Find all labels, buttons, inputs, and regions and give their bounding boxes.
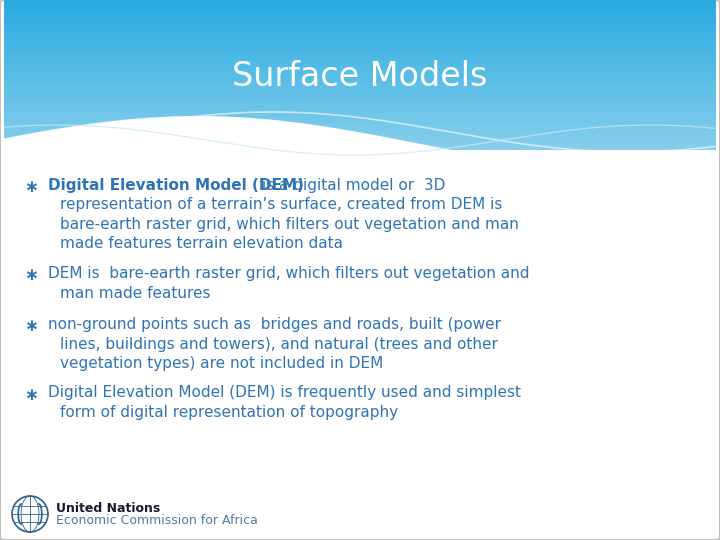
Bar [4, 55, 716, 56]
Bar [4, 143, 716, 144]
Text: Digital Elevation Model (DEM): Digital Elevation Model (DEM) [48, 178, 304, 193]
Bar [4, 11, 716, 13]
Bar [4, 122, 716, 124]
Bar [4, 135, 716, 137]
Bar [4, 139, 716, 140]
Bar [4, 112, 716, 114]
Bar [4, 32, 716, 33]
Bar [4, 43, 716, 45]
Bar [4, 0, 716, 2]
Bar [4, 2, 716, 4]
Text: man made features: man made features [60, 286, 210, 300]
Bar [4, 150, 716, 536]
Bar [4, 4, 716, 5]
Bar [4, 77, 716, 79]
Bar [4, 124, 716, 126]
Bar [4, 98, 716, 99]
Bar [4, 9, 716, 11]
Bar [4, 36, 716, 37]
Bar [4, 79, 716, 80]
Bar [4, 137, 716, 139]
Text: made features terrain elevation data: made features terrain elevation data [60, 237, 343, 252]
Bar [4, 68, 716, 69]
Bar [4, 131, 716, 133]
Bar [4, 103, 716, 105]
Text: ∗: ∗ [24, 317, 38, 335]
Bar [4, 15, 716, 17]
Text: representation of a terrain’s surface, created from DEM is: representation of a terrain’s surface, c… [60, 198, 503, 213]
Bar [4, 49, 716, 51]
Bar [4, 41, 716, 43]
Bar [4, 23, 716, 24]
Bar [4, 69, 716, 71]
Bar [4, 126, 716, 127]
Text: form of digital representation of topography: form of digital representation of topogr… [60, 405, 398, 420]
Bar [4, 66, 716, 68]
Bar [4, 52, 716, 55]
Bar [4, 24, 716, 26]
Bar [4, 80, 716, 83]
Text: non-ground points such as  bridges and roads, built (power: non-ground points such as bridges and ro… [48, 317, 501, 332]
Bar [4, 127, 716, 130]
Bar [4, 75, 716, 77]
Bar [4, 19, 716, 21]
Text: is a digital model or  3D: is a digital model or 3D [257, 178, 445, 193]
Bar [4, 94, 716, 96]
Bar [4, 51, 716, 52]
Bar [4, 105, 716, 107]
Text: ∗: ∗ [24, 386, 38, 403]
Bar [4, 88, 716, 90]
Bar [4, 90, 716, 92]
Bar [4, 130, 716, 131]
Bar [4, 83, 716, 84]
Bar [4, 30, 716, 32]
Text: lines, buildings and towers), and natural (trees and other: lines, buildings and towers), and natura… [60, 336, 498, 352]
Bar [4, 96, 716, 98]
Bar [4, 86, 716, 88]
Bar [4, 146, 716, 148]
Bar [4, 64, 716, 66]
Bar [4, 144, 716, 146]
Bar [4, 26, 716, 28]
Bar [4, 71, 716, 73]
Text: Economic Commission for Africa: Economic Commission for Africa [56, 515, 258, 528]
Bar [4, 140, 716, 143]
Text: ∗: ∗ [24, 178, 38, 196]
Bar [4, 47, 716, 49]
Bar [4, 60, 716, 62]
Bar [4, 33, 716, 36]
Bar [4, 84, 716, 86]
Bar [4, 13, 716, 15]
Bar [4, 17, 716, 19]
Bar [4, 8, 716, 9]
Bar [4, 114, 716, 116]
Bar [4, 58, 716, 60]
Bar [4, 133, 716, 135]
Bar [4, 21, 716, 23]
Bar [4, 102, 716, 103]
Bar [4, 120, 716, 122]
Text: ∗: ∗ [24, 266, 38, 284]
Bar [4, 39, 716, 41]
Text: bare-earth raster grid, which filters out vegetation and man: bare-earth raster grid, which filters ou… [60, 217, 519, 232]
Bar [4, 28, 716, 30]
Bar [4, 118, 716, 120]
Text: Digital Elevation Model (DEM) is frequently used and simplest: Digital Elevation Model (DEM) is frequen… [48, 386, 521, 401]
Bar [4, 99, 716, 102]
Text: United Nations: United Nations [56, 502, 161, 515]
Bar [4, 148, 716, 150]
Bar [4, 92, 716, 94]
Bar [4, 109, 716, 111]
Bar [4, 5, 716, 8]
Bar [4, 107, 716, 109]
Text: DEM is  bare-earth raster grid, which filters out vegetation and: DEM is bare-earth raster grid, which fil… [48, 266, 529, 281]
Bar [4, 116, 716, 118]
Bar [4, 56, 716, 58]
Bar [4, 37, 716, 39]
Text: vegetation types) are not included in DEM: vegetation types) are not included in DE… [60, 356, 383, 371]
Bar [4, 73, 716, 75]
Bar [4, 62, 716, 64]
Bar [4, 111, 716, 112]
Bar [4, 45, 716, 47]
